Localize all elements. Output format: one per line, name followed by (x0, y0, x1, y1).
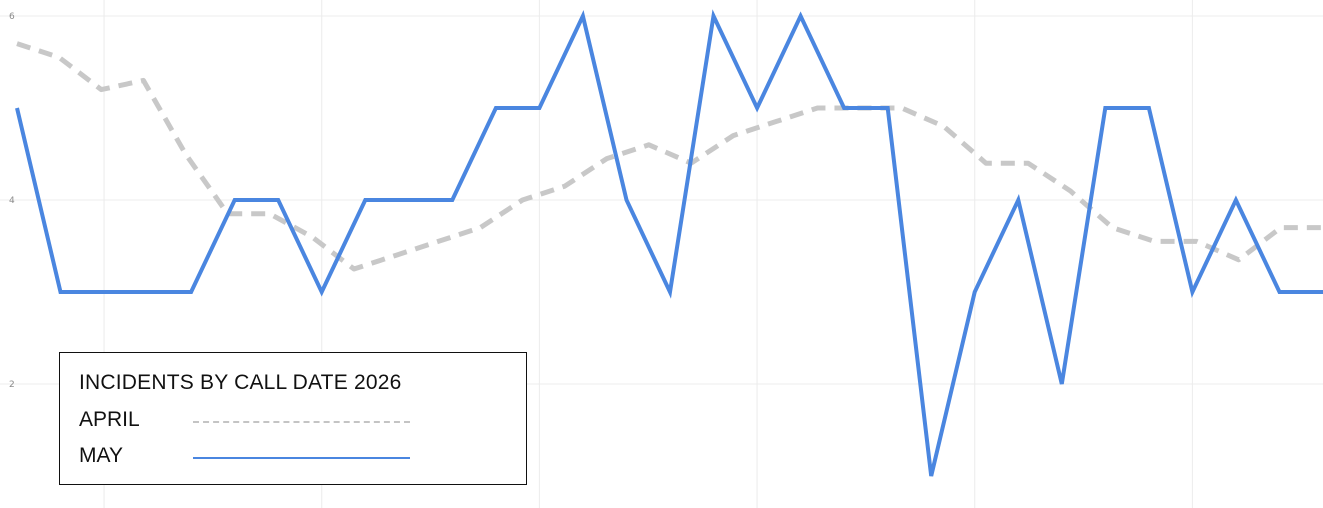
series-layer (15, 9, 1323, 477)
y-axis: 2 4 6 (9, 12, 15, 390)
y-tick-label: 2 (9, 380, 15, 390)
series-line-may (15, 9, 1323, 477)
legend-label-april: APRIL (79, 408, 140, 431)
chart-title: INCIDENTS BY CALL DATE 2026 (79, 371, 402, 394)
y-tick-label: 6 (9, 12, 15, 22)
series-line-april (16, 41, 1323, 272)
y-tick-label: 4 (9, 196, 15, 206)
legend-swatch-april (193, 421, 410, 423)
legend: INCIDENTS BY CALL DATE 2026 APRIL MAY (59, 352, 527, 485)
legend-swatch-may (193, 457, 410, 459)
legend-label-may: MAY (79, 444, 123, 467)
